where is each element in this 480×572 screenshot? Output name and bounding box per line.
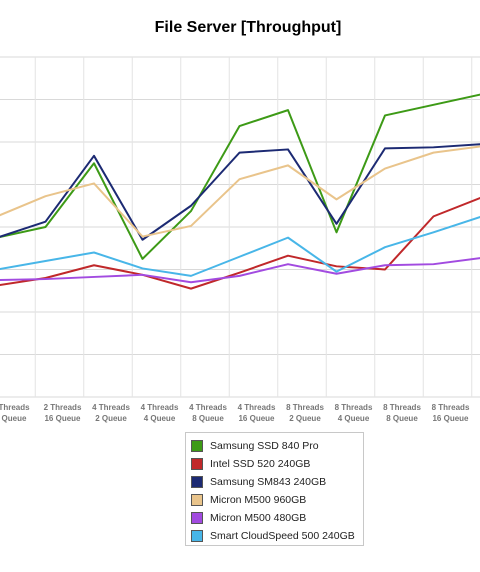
legend-label: Smart CloudSpeed 500 240GB	[210, 530, 355, 542]
x-axis-ticks: Threads Queue 2 Threads 16 Queue 4 Threads 2 …	[0, 403, 470, 423]
x-tick-label: 16 Queue	[238, 414, 275, 423]
x-tick-label: 8 Threads	[432, 403, 470, 412]
legend-swatch	[191, 494, 203, 506]
legend-item: Intel SSD 520 240GB	[191, 455, 358, 473]
x-tick-label: 4 Threads	[189, 403, 227, 412]
x-tick-label: 8 Queue	[192, 414, 224, 423]
chart-title: File Server [Throughput]	[154, 19, 342, 36]
legend-item: Micron M500 960GB	[191, 491, 358, 509]
x-tick-label: 4 Queue	[144, 414, 176, 423]
x-tick-label: Threads	[0, 403, 30, 412]
x-tick-label: 4 Threads	[92, 403, 130, 412]
legend-item: Smart CloudSpeed 500 240GB	[191, 527, 358, 545]
x-tick-label: 4 Threads	[141, 403, 179, 412]
series-lines	[0, 93, 480, 290]
legend-label: Micron M500 480GB	[210, 512, 307, 524]
legend-item: Samsung SSD 840 Pro	[191, 437, 358, 455]
series-line-micron-m500-480gb	[0, 257, 480, 284]
legend-swatch	[191, 458, 203, 470]
legend-swatch	[191, 512, 203, 524]
legend-swatch	[191, 476, 203, 488]
x-tick-label: 16 Queue	[44, 414, 81, 423]
x-tick-label: 4 Queue	[338, 414, 370, 423]
line-chart: Threads Queue 2 Threads 16 Queue 4 Threads 2 …	[0, 56, 480, 423]
grid-lines	[0, 56, 480, 398]
x-tick-label: 8 Queue	[386, 414, 418, 423]
legend-swatch	[191, 440, 203, 452]
x-tick-label: 8 Threads	[383, 403, 421, 412]
series-line-intel-ssd-520-240gb	[0, 196, 480, 290]
legend-label: Intel SSD 520 240GB	[210, 458, 311, 470]
x-tick-label: 4 Threads	[238, 403, 276, 412]
x-tick-label: Queue	[2, 414, 27, 423]
x-tick-label: 16 Queue	[432, 414, 469, 423]
series-line-smart-cloudspeed-500-240gb	[0, 215, 480, 277]
legend: Samsung SSD 840 Pro Intel SSD 520 240GB Sa…	[185, 432, 364, 546]
legend-label: Micron M500 960GB	[210, 494, 307, 506]
legend-swatch	[191, 530, 203, 542]
legend-item: Samsung SM843 240GB	[191, 473, 358, 491]
legend-item: Micron M500 480GB	[191, 509, 358, 527]
x-tick-label: 2 Queue	[95, 414, 127, 423]
series-line-samsung-ssd-840-pro	[0, 93, 480, 260]
x-tick-label: 2 Threads	[44, 403, 82, 412]
series-line-samsung-sm843-240gb	[0, 143, 480, 241]
legend-label: Samsung SM843 240GB	[210, 476, 327, 488]
x-tick-label: 8 Threads	[286, 403, 324, 412]
x-tick-label: 8 Threads	[335, 403, 373, 412]
legend-label: Samsung SSD 840 Pro	[210, 440, 319, 452]
series-line-micron-m500-960gb	[0, 145, 480, 238]
x-tick-label: 2 Queue	[289, 414, 321, 423]
